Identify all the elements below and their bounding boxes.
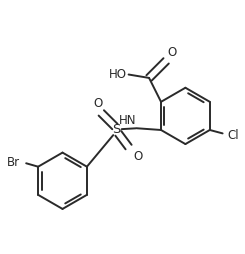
Text: O: O <box>93 97 102 110</box>
Text: HO: HO <box>109 68 127 81</box>
Text: S: S <box>112 123 121 136</box>
Text: O: O <box>168 46 177 59</box>
Text: O: O <box>134 150 143 163</box>
Text: Cl: Cl <box>228 130 239 142</box>
Text: Br: Br <box>7 156 20 169</box>
Text: HN: HN <box>119 114 136 128</box>
